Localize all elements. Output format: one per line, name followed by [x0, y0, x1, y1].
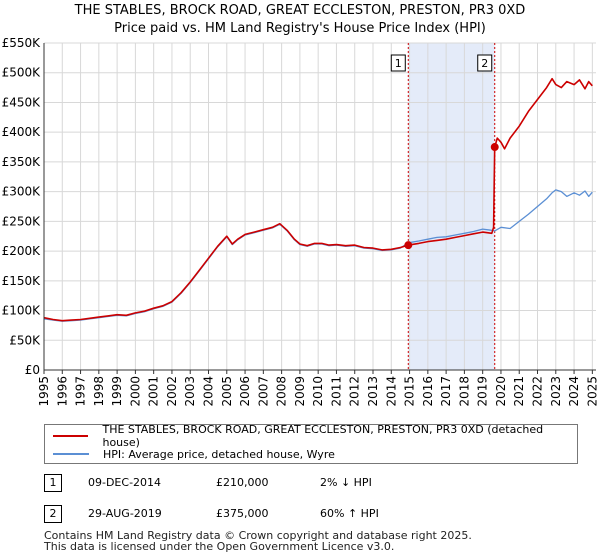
y-tick-label: £500K	[2, 66, 42, 80]
y-tick-label: £0	[25, 363, 40, 377]
y-tick-label: £550K	[2, 36, 42, 50]
y-tick-label: £300K	[2, 185, 42, 199]
x-tick-label: 2021	[512, 376, 526, 407]
x-tick-label: 2001	[147, 376, 161, 407]
x-tick-label: 2017	[439, 376, 453, 407]
sale-point	[404, 241, 413, 250]
property-price-line	[43, 77, 593, 322]
legend-swatch-hpi	[53, 453, 89, 455]
shaded-period	[408, 43, 495, 370]
sale-date: 29-AUG-2019	[88, 507, 162, 520]
footer: Contains HM Land Registry data © Crown c…	[44, 530, 472, 552]
x-tick-label: 2018	[457, 376, 471, 407]
x-tick-label: 2022	[531, 376, 545, 407]
x-tick-label: 2007	[256, 376, 270, 407]
chart-title: THE STABLES, BROCK ROAD, GREAT ECCLESTON…	[0, 2, 600, 38]
y-tick-label: £450K	[2, 95, 42, 109]
marker-label: 1	[395, 57, 402, 70]
legend: THE STABLES, BROCK ROAD, GREAT ECCLESTON…	[44, 423, 578, 464]
y-tick-label: £200K	[2, 244, 42, 258]
title-line-1: THE STABLES, BROCK ROAD, GREAT ECCLESTON…	[74, 3, 526, 18]
plot-area	[44, 43, 596, 370]
x-tick-label: 2025	[585, 376, 599, 407]
legend-label-property: THE STABLES, BROCK ROAD, GREAT ECCLESTON…	[102, 423, 544, 449]
title-line-2: Price paid vs. HM Land Registry's House …	[114, 21, 486, 36]
sale-number-badge: 2	[44, 505, 62, 523]
legend-item-property: THE STABLES, BROCK ROAD, GREAT ECCLESTON…	[53, 423, 577, 449]
x-tick-label: 2015	[403, 376, 417, 407]
sale-date: 09-DEC-2014	[88, 476, 162, 489]
x-tick-label: 2024	[567, 376, 581, 407]
footer-line-1: Contains HM Land Registry data © Crown c…	[44, 529, 472, 542]
x-tick-label: 2019	[476, 376, 490, 407]
x-tick-label: 2006	[238, 376, 252, 407]
x-tick-label: 2008	[275, 376, 289, 407]
x-tick-label: 2011	[329, 376, 343, 407]
x-tick-label: 2016	[421, 376, 435, 407]
sale-point	[490, 143, 499, 152]
y-tick-label: £400K	[2, 125, 42, 139]
legend-item-hpi: HPI: Average price, detached house, Wyre	[53, 445, 335, 463]
x-tick-label: 2010	[311, 376, 325, 407]
x-tick-label: 2020	[494, 376, 508, 407]
x-tick-label: 1995	[37, 376, 51, 407]
x-tick-label: 2004	[202, 376, 216, 407]
x-tick-label: 1996	[55, 376, 69, 407]
x-tick-label: 1997	[74, 376, 88, 407]
y-tick-label: £250K	[2, 214, 42, 228]
footer-line-2: This data is licensed under the Open Gov…	[44, 540, 395, 553]
sale-hpi-change: 2% ↓ HPI	[320, 476, 372, 489]
marker-label-box	[390, 54, 406, 72]
x-tick-label: 2014	[384, 376, 398, 407]
y-tick-label: £50K	[9, 333, 41, 347]
sale-price: £375,000	[216, 507, 269, 520]
sale-number-badge: 1	[44, 474, 62, 492]
x-tick-label: 2003	[183, 376, 197, 407]
y-tick-label: £150K	[2, 274, 42, 288]
x-tick-label: 1999	[110, 376, 124, 407]
marker-label: 2	[481, 57, 488, 70]
y-tick-label: £100K	[2, 304, 42, 318]
x-tick-label: 2002	[165, 376, 179, 407]
x-tick-label: 2005	[220, 376, 234, 407]
legend-label-hpi: HPI: Average price, detached house, Wyre	[103, 447, 335, 461]
x-tick-label: 2023	[549, 376, 563, 407]
legend-swatch-property	[53, 435, 89, 437]
x-tick-label: 2013	[366, 376, 380, 407]
marker-label-box	[477, 54, 493, 72]
price-chart: £0 £50K £100K £150K £200K £250K £300K £350K £400…	[2, 36, 600, 407]
x-tick-label: 2009	[293, 376, 307, 407]
sale-hpi-change: 60% ↑ HPI	[320, 507, 379, 520]
x-tick-label: 2012	[348, 376, 362, 407]
sale-price: £210,000	[216, 476, 269, 489]
y-tick-label: £350K	[2, 155, 42, 169]
x-tick-label: 2000	[128, 376, 142, 407]
x-tick-label: 1998	[92, 376, 106, 407]
